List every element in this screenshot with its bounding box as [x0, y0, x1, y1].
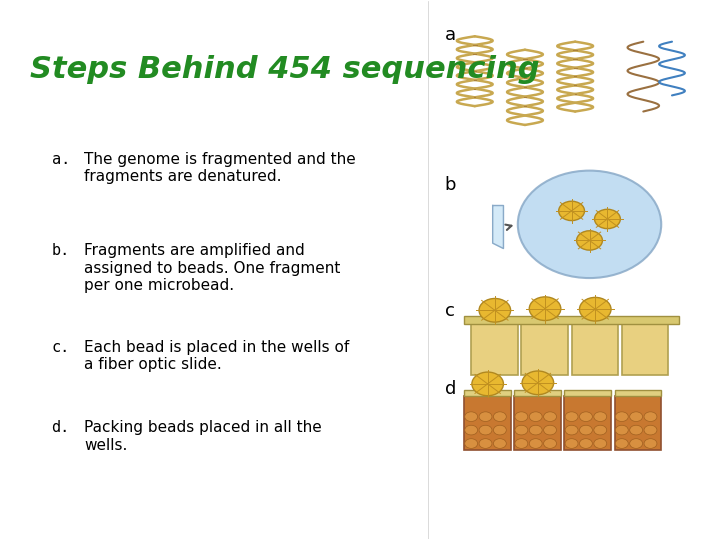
- Circle shape: [493, 438, 506, 448]
- FancyBboxPatch shape: [564, 390, 611, 396]
- Text: c.: c.: [52, 340, 70, 355]
- Circle shape: [580, 412, 593, 422]
- Circle shape: [630, 438, 642, 448]
- Circle shape: [479, 299, 510, 322]
- Circle shape: [464, 426, 477, 435]
- Circle shape: [577, 231, 603, 250]
- Circle shape: [529, 438, 542, 448]
- FancyBboxPatch shape: [615, 396, 661, 450]
- Circle shape: [559, 201, 585, 220]
- Circle shape: [644, 426, 657, 435]
- Circle shape: [464, 438, 477, 448]
- Text: Packing beads placed in all the
wells.: Packing beads placed in all the wells.: [84, 421, 322, 453]
- Circle shape: [544, 426, 557, 435]
- FancyBboxPatch shape: [464, 316, 679, 323]
- Text: d.: d.: [52, 421, 70, 435]
- Circle shape: [493, 412, 506, 422]
- Circle shape: [522, 371, 554, 395]
- Circle shape: [544, 412, 557, 422]
- Circle shape: [630, 412, 642, 422]
- Circle shape: [616, 426, 629, 435]
- Text: b: b: [445, 176, 456, 194]
- Circle shape: [595, 210, 621, 228]
- FancyBboxPatch shape: [615, 390, 661, 396]
- Circle shape: [515, 426, 528, 435]
- Circle shape: [493, 426, 506, 435]
- Text: Steps Behind 454 sequencing: Steps Behind 454 sequencing: [30, 55, 540, 84]
- Circle shape: [616, 412, 629, 422]
- Circle shape: [518, 171, 661, 278]
- Text: a: a: [445, 25, 456, 44]
- Circle shape: [594, 426, 607, 435]
- Circle shape: [580, 438, 593, 448]
- Text: a.: a.: [52, 152, 70, 167]
- Circle shape: [472, 372, 503, 396]
- Circle shape: [644, 438, 657, 448]
- FancyBboxPatch shape: [572, 323, 618, 375]
- Circle shape: [616, 438, 629, 448]
- FancyBboxPatch shape: [622, 323, 668, 375]
- Circle shape: [529, 412, 542, 422]
- FancyBboxPatch shape: [514, 390, 561, 396]
- Circle shape: [479, 426, 492, 435]
- FancyBboxPatch shape: [514, 396, 561, 450]
- Text: The genome is fragmented and the
fragments are denatured.: The genome is fragmented and the fragmen…: [84, 152, 356, 184]
- Text: d: d: [445, 380, 456, 398]
- Circle shape: [565, 438, 578, 448]
- Circle shape: [580, 298, 611, 321]
- Circle shape: [594, 438, 607, 448]
- FancyBboxPatch shape: [464, 390, 510, 396]
- Circle shape: [544, 438, 557, 448]
- Circle shape: [594, 412, 607, 422]
- FancyBboxPatch shape: [464, 396, 510, 450]
- Circle shape: [529, 426, 542, 435]
- Circle shape: [529, 297, 561, 321]
- Text: b.: b.: [52, 243, 70, 258]
- Text: c: c: [445, 302, 454, 320]
- Circle shape: [630, 426, 642, 435]
- Circle shape: [565, 412, 578, 422]
- Circle shape: [479, 438, 492, 448]
- Text: Each bead is placed in the wells of
a fiber optic slide.: Each bead is placed in the wells of a fi…: [84, 340, 349, 372]
- FancyBboxPatch shape: [521, 323, 568, 375]
- FancyBboxPatch shape: [471, 323, 518, 375]
- Circle shape: [515, 438, 528, 448]
- Circle shape: [464, 412, 477, 422]
- Text: Fragments are amplified and
assigned to beads. One fragment
per one microbead.: Fragments are amplified and assigned to …: [84, 243, 341, 293]
- Polygon shape: [492, 206, 503, 248]
- Circle shape: [515, 412, 528, 422]
- Circle shape: [644, 412, 657, 422]
- Circle shape: [479, 412, 492, 422]
- Circle shape: [565, 426, 578, 435]
- Circle shape: [580, 426, 593, 435]
- FancyBboxPatch shape: [564, 396, 611, 450]
